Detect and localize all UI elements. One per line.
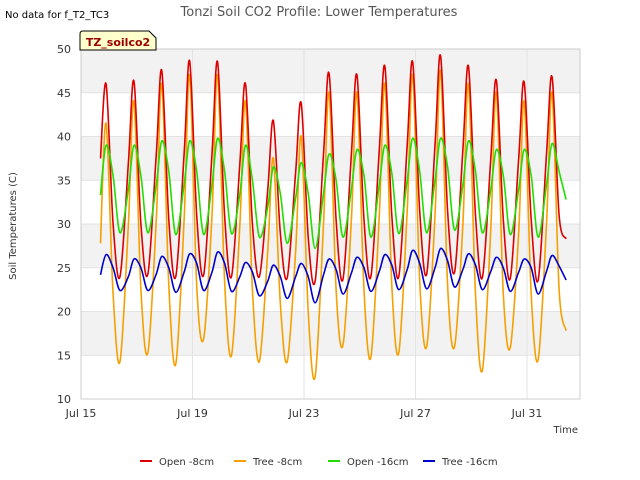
series-line-open-16cm [99, 137, 567, 250]
plot-band [81, 311, 580, 356]
plot-band [81, 224, 580, 268]
y-tick-label: 15 [57, 349, 71, 362]
legend-label: Open -16cm [347, 457, 408, 468]
site-tag-label: TZ_soilco2 [86, 36, 150, 49]
y-tick-label: 20 [57, 306, 71, 319]
plot-band [81, 355, 580, 399]
y-tick-label: 35 [57, 174, 71, 187]
x-tick-label: Jul 31 [511, 407, 543, 420]
plot-band [81, 180, 580, 224]
legend-label: Open -8cm [159, 457, 214, 468]
series-line-tree-8cm [99, 69, 567, 380]
chart-title: Tonzi Soil CO2 Profile: Lower Temperatur… [180, 5, 458, 20]
y-tick-label: 25 [57, 262, 71, 275]
x-tick-label: Jul 15 [65, 407, 97, 420]
x-tick-label: Jul 23 [288, 407, 320, 420]
x-tick-label: Jul 27 [399, 407, 431, 420]
plot-band [81, 267, 580, 312]
y-axis: 10 15 20 25 30 35 40 45 50 [57, 43, 71, 406]
x-axis-title: Time [553, 425, 578, 436]
y-axis-title: Soil Temperatures (C) [8, 172, 19, 280]
y-tick-label: 45 [57, 87, 71, 100]
y-tick-label: 50 [57, 43, 71, 56]
x-tick-label: Jul 19 [176, 407, 208, 420]
no-data-note: No data for f_T2_TC3 [5, 10, 109, 21]
x-axis: Jul 15 Jul 19 Jul 23 Jul 27 Jul 31 [65, 407, 543, 420]
legend-label: Tree -8cm [252, 457, 302, 468]
series-lines [99, 54, 567, 380]
y-tick-label: 30 [57, 218, 71, 231]
y-tick-label: 40 [57, 131, 71, 144]
site-tag: TZ_soilco2 [79, 30, 157, 51]
series-line-open-8cm [99, 54, 567, 286]
plot-area [80, 48, 581, 400]
legend: Open -8cm Tree -8cm Open -16cm Tree -16cm [140, 457, 498, 468]
y-tick-label: 10 [57, 393, 71, 406]
legend-label: Tree -16cm [441, 457, 498, 468]
series-line-tree-16cm [99, 247, 567, 304]
